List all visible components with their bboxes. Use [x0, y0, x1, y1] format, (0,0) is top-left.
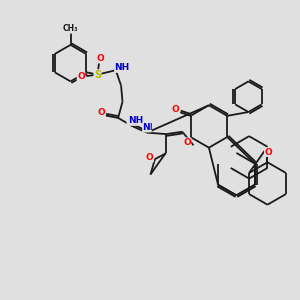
Text: O: O: [77, 73, 85, 82]
Text: NH: NH: [127, 116, 142, 125]
Text: O: O: [146, 153, 154, 162]
Text: O: O: [96, 54, 104, 63]
Text: NH: NH: [128, 116, 143, 125]
Text: NH: NH: [115, 63, 130, 72]
Text: O: O: [98, 107, 105, 116]
Text: O: O: [265, 148, 272, 157]
Text: O: O: [171, 105, 179, 114]
Text: S: S: [94, 70, 101, 80]
Text: O: O: [183, 138, 191, 147]
Text: N: N: [144, 123, 152, 132]
Text: N: N: [142, 123, 150, 132]
Text: CH₃: CH₃: [63, 24, 78, 33]
